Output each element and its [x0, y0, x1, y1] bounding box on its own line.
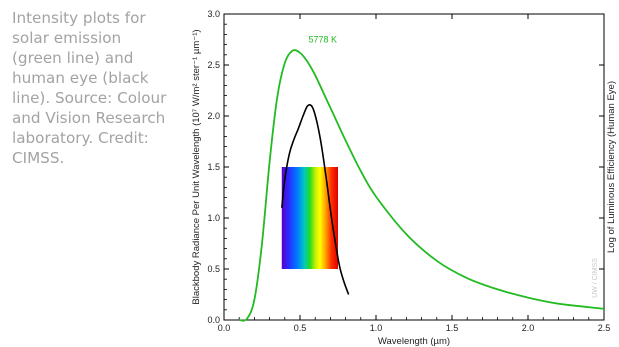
right-axis-title: Log of Luminous Efficiency (Human Eye) — [606, 81, 617, 253]
plot-frame — [223, 13, 605, 321]
visible-spectrum-band — [281, 167, 338, 269]
y-axis-title: Blackbody Radiance Per Unit Wavelength (… — [191, 29, 202, 304]
y-tick-label: 0.0 — [207, 315, 220, 325]
x-tick-label: 1.5 — [446, 323, 459, 333]
y-tick-label: 0.5 — [207, 264, 220, 274]
x-tick-label: 2.5 — [598, 323, 611, 333]
y-tick-label: 1.5 — [207, 162, 220, 172]
x-tick-label: 0.5 — [294, 323, 307, 333]
solar-emission-line — [239, 49, 605, 322]
x-axis-title: Wavelength (µm) — [378, 336, 450, 347]
x-tick-label: 2.0 — [522, 323, 535, 333]
figure-caption: Intensity plots for solar emission (gree… — [12, 9, 167, 167]
temperature-annotation: 5778 K — [309, 35, 338, 45]
human-eye-line — [281, 103, 350, 295]
y-tick-label: 2.0 — [207, 111, 220, 121]
y-tick-label: 1.0 — [207, 213, 220, 223]
x-tick-label: 1.0 — [370, 323, 383, 333]
y-tick-label: 3.0 — [207, 9, 220, 19]
y-tick-label: 2.5 — [207, 60, 220, 70]
x-tick-label: 0.0 — [218, 323, 231, 333]
watermark-text: UW / CIMSS — [592, 258, 599, 298]
